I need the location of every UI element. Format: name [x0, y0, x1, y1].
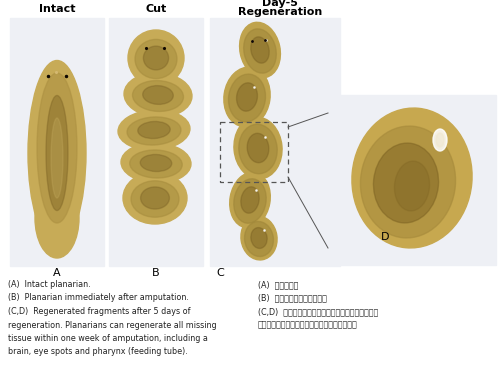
Text: brain, eye spots and pharynx (feeding tube).: brain, eye spots and pharynx (feeding tu… — [8, 347, 188, 356]
Ellipse shape — [127, 117, 181, 145]
Ellipse shape — [236, 83, 258, 111]
Bar — [220, 122, 288, 182]
Bar — [328, 95, 496, 265]
Bar — [10, 18, 104, 266]
Ellipse shape — [130, 150, 182, 178]
Text: B: B — [152, 268, 160, 278]
Ellipse shape — [228, 74, 266, 122]
Ellipse shape — [247, 133, 269, 163]
Ellipse shape — [128, 30, 184, 86]
Ellipse shape — [241, 216, 277, 260]
Ellipse shape — [230, 172, 270, 228]
Ellipse shape — [224, 67, 270, 127]
Ellipse shape — [143, 46, 169, 70]
Text: Regeneration: Regeneration — [238, 7, 322, 17]
Ellipse shape — [241, 187, 259, 213]
Ellipse shape — [138, 121, 170, 138]
Ellipse shape — [121, 143, 191, 183]
Ellipse shape — [352, 108, 472, 248]
Bar — [109, 18, 203, 266]
Ellipse shape — [244, 221, 274, 256]
Text: C: C — [216, 268, 224, 278]
Bar — [10, 18, 104, 266]
Text: D: D — [381, 232, 389, 242]
Ellipse shape — [141, 187, 169, 209]
Ellipse shape — [239, 124, 277, 174]
Ellipse shape — [118, 110, 190, 150]
Ellipse shape — [51, 118, 63, 198]
Ellipse shape — [239, 22, 281, 78]
Ellipse shape — [37, 73, 77, 223]
Text: (C,D)  Regenerated fragments after 5 days of: (C,D) Regenerated fragments after 5 days… — [8, 307, 190, 316]
Text: A: A — [53, 268, 61, 278]
Ellipse shape — [133, 80, 183, 111]
Ellipse shape — [124, 73, 192, 117]
Text: (C,D)  組織再生五天後的形態；渦蟲能在一周內再生: (C,D) 組織再生五天後的形態；渦蟲能在一周內再生 — [258, 307, 378, 316]
Ellipse shape — [251, 37, 269, 63]
Text: (A)  完整的渦蟲: (A) 完整的渦蟲 — [258, 280, 299, 289]
Ellipse shape — [143, 86, 173, 105]
Text: regeneration. Planarians can regenerate all missing: regeneration. Planarians can regenerate … — [8, 320, 216, 329]
Text: Cut: Cut — [145, 4, 167, 14]
Text: Intact: Intact — [39, 4, 75, 14]
Text: tissue within one week of amputation, including a: tissue within one week of amputation, in… — [8, 334, 208, 343]
Ellipse shape — [394, 161, 429, 211]
Ellipse shape — [373, 143, 438, 223]
Text: (A)  Intact planarian.: (A) Intact planarian. — [8, 280, 91, 289]
Ellipse shape — [360, 126, 455, 238]
Text: 所有缺失組織，包括腦、眼班及咍尼（餓食管）: 所有缺失組織，包括腦、眼班及咍尼（餓食管） — [258, 320, 358, 329]
Ellipse shape — [35, 178, 79, 258]
Ellipse shape — [140, 155, 172, 171]
Ellipse shape — [135, 39, 177, 79]
Ellipse shape — [243, 29, 277, 73]
Text: (B)  Planarian immediately after amputation.: (B) Planarian immediately after amputati… — [8, 294, 189, 303]
Bar — [210, 18, 340, 266]
Ellipse shape — [234, 179, 266, 223]
Bar — [109, 18, 203, 266]
Ellipse shape — [28, 61, 86, 246]
Ellipse shape — [433, 129, 447, 151]
Ellipse shape — [436, 133, 444, 147]
Bar — [328, 95, 496, 263]
Text: (B)  渦蟲被切斷後的即時形態: (B) 渦蟲被切斷後的即時形態 — [258, 294, 327, 303]
Ellipse shape — [46, 96, 68, 211]
Ellipse shape — [251, 227, 267, 249]
Ellipse shape — [123, 172, 187, 224]
Ellipse shape — [131, 181, 179, 217]
Bar — [210, 18, 340, 266]
Text: Day-5: Day-5 — [262, 0, 298, 8]
Ellipse shape — [234, 117, 282, 179]
